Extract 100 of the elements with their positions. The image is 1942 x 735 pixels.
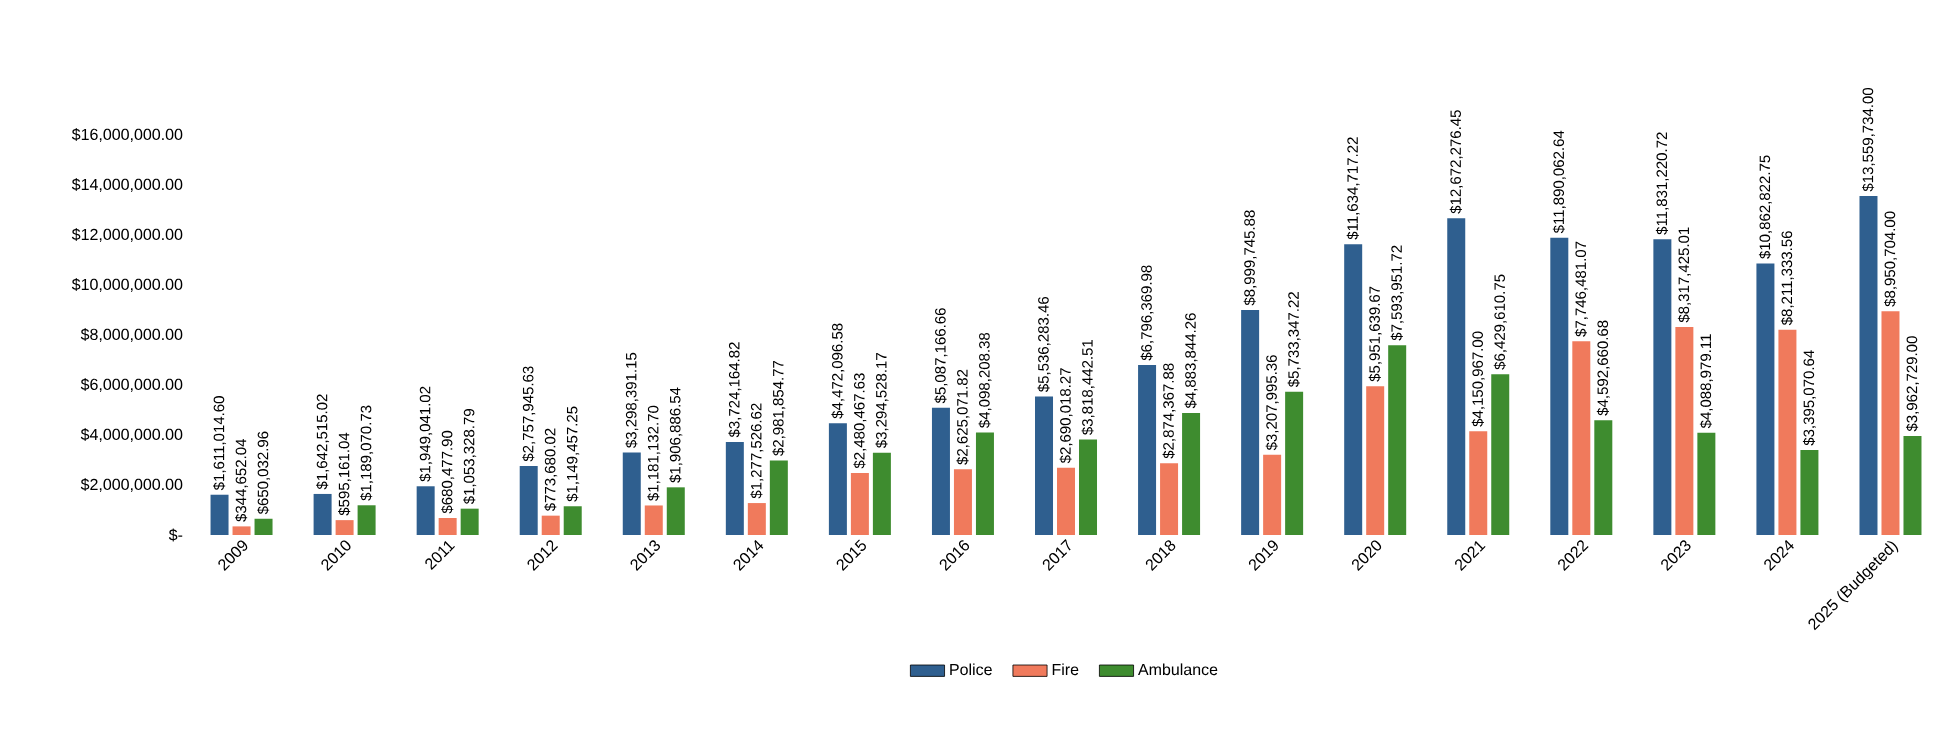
data-label: $3,294,528.17	[875, 353, 889, 449]
data-label: $3,207,995.36	[1265, 355, 1279, 451]
data-label: $8,999,745.88	[1243, 210, 1257, 306]
bar	[1469, 431, 1488, 535]
data-label: $4,150,967.00	[1471, 331, 1485, 427]
bar	[1263, 454, 1282, 535]
legend-label: Police	[950, 663, 992, 676]
y-tick-label: $4,000,000.00	[80, 428, 183, 442]
y-tick-label: $14,000,000.00	[71, 178, 183, 192]
data-label: $595,161.04	[338, 432, 352, 516]
legend-label: Ambulance	[1138, 663, 1218, 676]
data-label: $2,625,071.82	[956, 369, 970, 465]
bar	[1594, 420, 1613, 535]
bar	[1756, 263, 1775, 535]
data-label: $1,277,526.62	[750, 403, 764, 499]
bar	[1881, 311, 1900, 535]
bar	[747, 503, 766, 535]
data-label: $1,149,457.25	[566, 406, 580, 502]
bar	[1491, 374, 1510, 535]
data-label: $2,757,945.63	[522, 366, 536, 462]
bar	[1653, 239, 1672, 535]
bar	[335, 520, 354, 535]
data-label: $344,652.04	[235, 439, 249, 522]
data-label: $7,593,951.72	[1390, 245, 1404, 341]
bar	[828, 423, 847, 535]
bar	[872, 452, 891, 535]
data-label: $11,890,062.64	[1552, 130, 1566, 234]
data-label: $3,962,729.00	[1905, 336, 1919, 432]
data-label: $2,480,467.63	[853, 373, 867, 469]
data-label: $7,746,481.07	[1574, 241, 1588, 337]
bar	[1035, 396, 1054, 535]
bar	[416, 486, 435, 535]
bar	[357, 505, 376, 535]
data-label: $1,949,041.02	[419, 386, 433, 482]
data-label: $6,429,610.75	[1493, 274, 1507, 370]
bar	[666, 487, 685, 535]
y-tick-label: $10,000,000.00	[71, 278, 183, 292]
bar	[644, 505, 663, 535]
data-label: $650,032.96	[257, 431, 271, 515]
data-label: $1,053,328.79	[463, 409, 477, 505]
data-label: $12,672,276.45	[1449, 110, 1463, 214]
data-label: $4,592,660.68	[1596, 320, 1610, 416]
bar	[313, 493, 332, 535]
bar	[1778, 329, 1797, 535]
bar	[519, 466, 538, 535]
bar	[438, 517, 457, 535]
y-tick-label: $8,000,000.00	[80, 328, 183, 342]
data-label: $3,395,070.64	[1802, 350, 1816, 446]
data-label: $5,951,639.67	[1368, 286, 1382, 382]
data-label: $8,950,704.00	[1883, 211, 1897, 307]
bar	[1800, 450, 1819, 535]
bar	[563, 506, 582, 535]
data-label: $2,874,367.88	[1162, 363, 1176, 459]
bar	[725, 441, 744, 535]
data-label: $11,634,717.22	[1346, 137, 1360, 240]
bar	[1447, 218, 1466, 535]
y-tick-label: $16,000,000.00	[71, 128, 183, 142]
bar	[1366, 386, 1385, 535]
bar	[1079, 439, 1098, 535]
bar	[254, 518, 273, 535]
bar	[1675, 327, 1694, 535]
data-label: $4,883,844.26	[1184, 313, 1198, 409]
data-label: $2,981,854.77	[772, 360, 786, 456]
data-label: $1,181,132.70	[647, 405, 661, 501]
data-label: $4,088,979.11	[1699, 334, 1713, 429]
data-label: $10,862,822.75	[1758, 155, 1772, 259]
y-tick-label: $6,000,000.00	[80, 378, 183, 392]
bar	[1057, 467, 1076, 535]
data-label: $1,642,515.02	[316, 394, 330, 490]
bar	[931, 407, 950, 535]
bar	[1550, 237, 1569, 535]
bar	[1859, 196, 1878, 535]
y-tick-label: $-	[168, 528, 183, 542]
bar	[1903, 435, 1922, 535]
bar	[210, 494, 229, 535]
data-label: $5,536,283.46	[1037, 296, 1051, 393]
data-label: $1,906,886.54	[669, 387, 683, 483]
y-tick-label: $2,000,000.00	[80, 478, 183, 492]
data-label: $11,831,220.72	[1655, 132, 1669, 235]
bar	[232, 526, 251, 535]
bar	[1138, 365, 1157, 535]
bar	[1182, 412, 1201, 535]
bar	[1697, 432, 1716, 535]
data-label: $1,611,014.60	[213, 396, 227, 491]
bar	[1388, 345, 1407, 535]
bar	[622, 452, 641, 535]
data-label: $8,317,425.01	[1677, 227, 1691, 323]
data-label: $13,559,734.00	[1861, 87, 1875, 192]
data-label: $5,733,347.22	[1287, 292, 1301, 388]
data-label: $3,724,164.82	[728, 342, 742, 438]
bar	[769, 460, 788, 535]
data-label: $1,189,070.73	[360, 405, 374, 501]
data-label: $3,818,442.51	[1081, 339, 1095, 435]
bar	[850, 472, 869, 535]
data-label: $2,690,018.27	[1059, 368, 1073, 464]
data-label: $773,680.02	[544, 428, 558, 512]
data-label: $680,477.90	[441, 430, 455, 514]
bar	[1572, 341, 1591, 535]
data-label: $5,087,166.66	[934, 308, 948, 404]
data-label: $3,298,391.15	[625, 352, 639, 448]
